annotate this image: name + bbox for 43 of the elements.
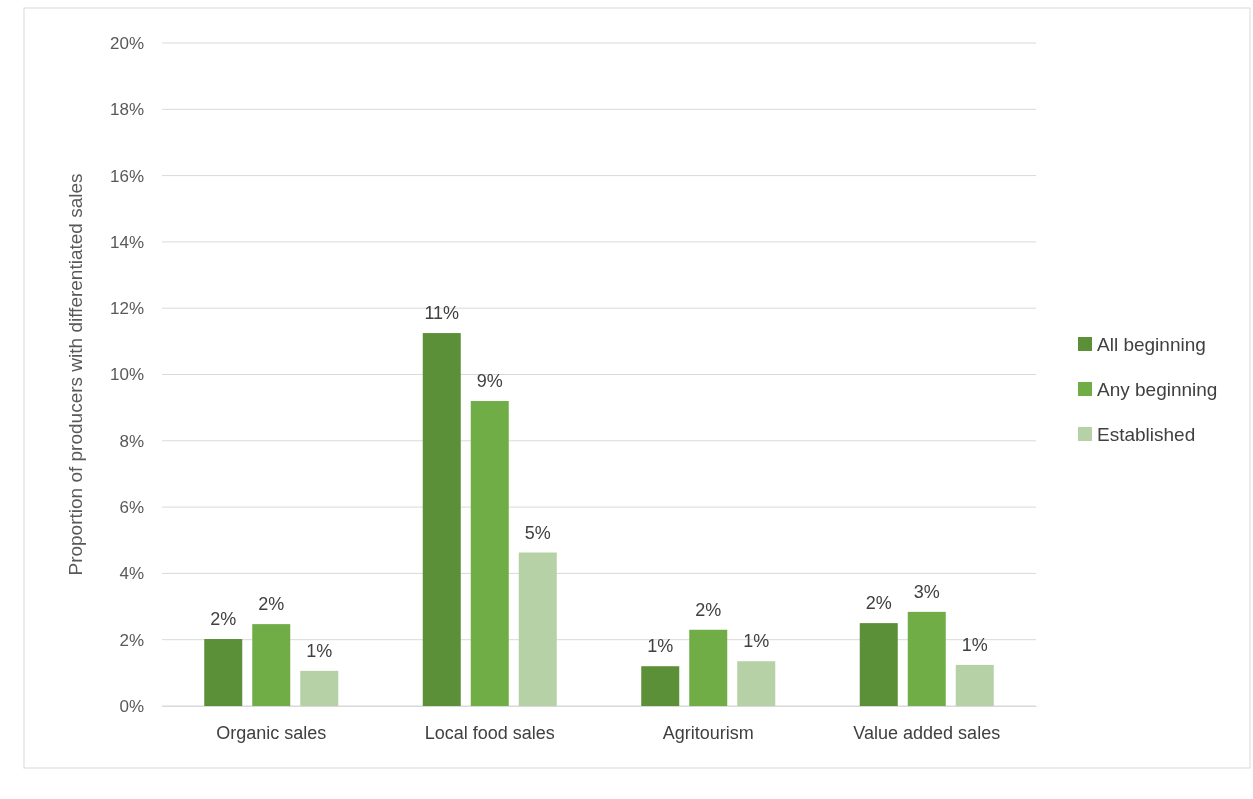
x-tick-label: Agritourism	[662, 722, 754, 743]
y-tick-label: 4%	[119, 564, 144, 584]
data-label: 1%	[306, 640, 333, 661]
data-label: 9%	[476, 371, 503, 392]
data-label: 11%	[424, 303, 460, 324]
data-label: 1%	[961, 634, 988, 655]
bar	[641, 666, 680, 706]
data-label: 2%	[210, 609, 237, 630]
y-tick-label: 8%	[119, 431, 144, 451]
x-tick-label: Value added sales	[853, 722, 1001, 743]
y-tick-label: 0%	[119, 696, 144, 716]
y-tick-label: 16%	[109, 166, 144, 186]
data-label: 3%	[913, 581, 940, 602]
bar	[300, 670, 339, 706]
bar	[422, 333, 461, 706]
bar	[955, 664, 994, 706]
legend-label: Established	[1097, 424, 1196, 445]
bar	[907, 611, 946, 706]
data-label: 5%	[524, 522, 551, 543]
bar	[518, 552, 557, 706]
bar	[470, 401, 509, 706]
y-tick-label: 10%	[109, 365, 144, 385]
bar	[737, 661, 776, 706]
data-label: 1%	[647, 636, 674, 657]
y-tick-label: 2%	[119, 630, 144, 650]
data-label: 1%	[743, 631, 770, 652]
data-label: 2%	[258, 594, 285, 615]
bar	[859, 623, 898, 706]
data-label: 2%	[695, 599, 722, 620]
y-tick-label: 20%	[109, 33, 144, 53]
y-tick-label: 6%	[119, 498, 144, 518]
bar	[204, 639, 243, 706]
x-tick-label: Local food sales	[424, 722, 555, 743]
data-label: 2%	[865, 593, 892, 614]
y-axis-title: Proportion of producers with differentiated sales	[65, 173, 86, 576]
y-tick-label: 14%	[109, 232, 144, 252]
x-tick-label: Organic sales	[216, 722, 327, 743]
y-tick-label: 12%	[109, 299, 144, 319]
legend-label: Any beginning	[1097, 379, 1218, 400]
bar	[252, 624, 291, 706]
legend-label: All beginning	[1097, 334, 1206, 355]
y-tick-label: 18%	[109, 100, 144, 120]
bar	[689, 629, 728, 706]
